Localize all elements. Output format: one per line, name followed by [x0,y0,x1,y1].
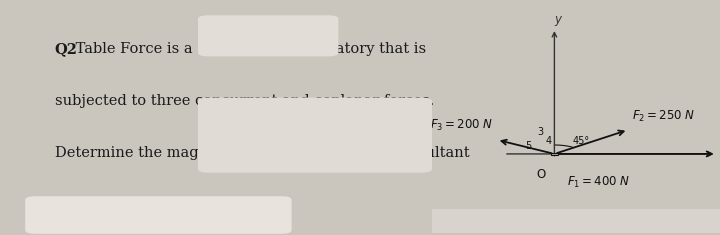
Bar [552,153,558,155]
Text: 3: 3 [537,127,543,137]
Text: y: y [554,13,562,26]
FancyBboxPatch shape [198,15,338,56]
Text: O: O [537,168,546,181]
Text: $F_2 = 250$ N: $F_2 = 250$ N [632,109,696,124]
Text: 45°: 45° [572,136,590,146]
Text: 5: 5 [526,141,531,151]
Text: 4: 4 [546,136,552,146]
Text: subjected to three concurrent and coplanar forces.: subjected to three concurrent and coplan… [55,94,434,108]
Text: force.: force. [55,197,97,212]
Text: Determine the magnitude and direction of the resultant: Determine the magnitude and direction of… [55,146,469,160]
Text: Q2: Q2 [55,42,78,56]
FancyBboxPatch shape [25,196,292,234]
Text: $F_1 = 400$ N: $F_1 = 400$ N [567,175,631,190]
Text: $F_3 = 200$ N: $F_3 = 200$ N [430,118,493,133]
Text: Table Force is a device in the laboratory that is: Table Force is a device in the laborator… [71,42,426,56]
Bar [432,209,720,233]
FancyBboxPatch shape [198,98,432,173]
